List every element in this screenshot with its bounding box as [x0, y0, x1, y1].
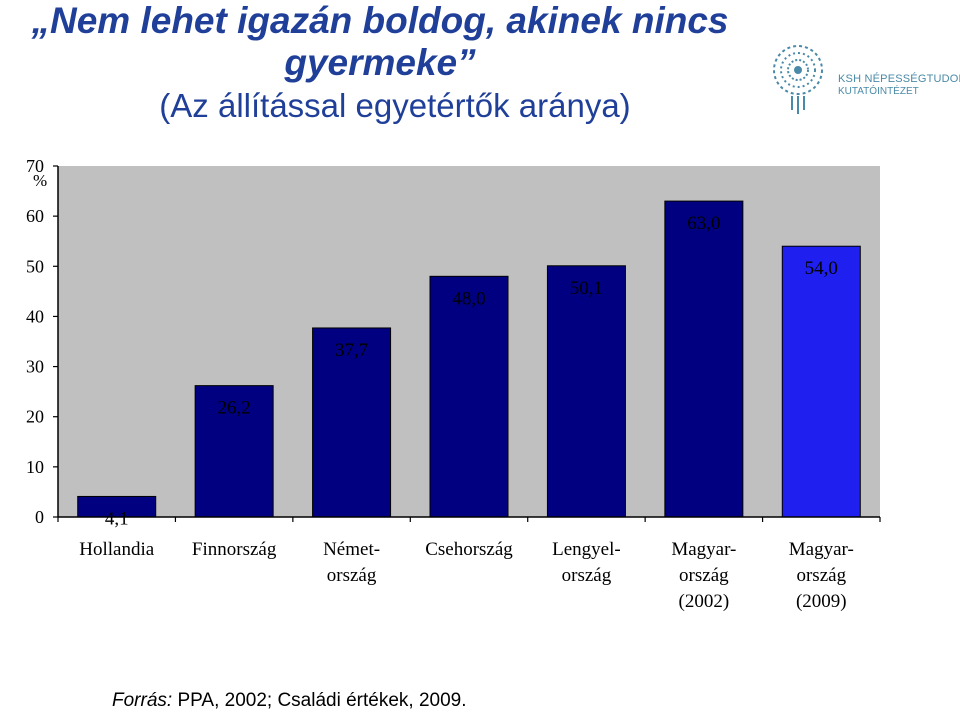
y-tick-label: 40	[26, 306, 44, 326]
axes-group	[53, 165, 881, 522]
data-label: 48,0	[452, 288, 485, 309]
logo-text-line-1: KSH NÉPESSÉGTUDOMÁNYI	[838, 73, 960, 85]
x-tick-label: ország	[327, 565, 377, 586]
institute-logo: KSH NÉPESSÉGTUDOMÁNYI KUTATÓINTÉZET	[768, 40, 960, 120]
labels-group: 0 10 20 30 40 50 60 70% 4,1 Hollandia 26,2 Finnorsz…	[26, 156, 854, 612]
x-tick-label: Német-	[323, 539, 380, 560]
x-tick-label: (2009)	[796, 591, 847, 612]
chart-subtitle: (Az állítással egyetértők aránya)	[159, 87, 631, 124]
bar	[664, 200, 744, 518]
x-tick-label: ország	[796, 565, 846, 586]
chart-title-text-2: gyermeke	[284, 42, 458, 83]
bars-group	[77, 200, 861, 518]
bar	[312, 327, 392, 518]
open-quote: „	[31, 0, 51, 41]
logo-text-line-2: KUTATÓINTÉZET	[838, 86, 919, 97]
x-tick-label: Magyar-	[789, 539, 854, 560]
x-tick-label: Csehország	[425, 539, 513, 560]
y-tick-label: 10	[26, 457, 44, 477]
data-label: 26,2	[218, 398, 251, 419]
y-tick-label: 0	[35, 507, 44, 527]
bar	[781, 245, 861, 518]
y-tick-label: 20	[26, 407, 44, 427]
x-tick-label: ország	[562, 565, 612, 586]
bar	[194, 385, 274, 518]
title-block: „Nem lehet igazán boldog, akinek nincs g…	[0, 0, 760, 126]
source-label: Forrás:	[112, 690, 173, 711]
bar	[546, 265, 626, 518]
close-quote: ”	[457, 42, 476, 83]
data-label: 54,0	[805, 258, 838, 279]
ksh-circular-logo-icon	[773, 45, 823, 114]
data-label: 50,1	[570, 278, 603, 299]
bar	[429, 275, 509, 518]
chart-title-text-1: Nem lehet igazán boldog, akinek nincs	[50, 0, 729, 41]
chart-title-line-1: „Nem lehet igazán boldog, akinek nincs	[0, 0, 760, 42]
x-tick-label: Lengyel-	[552, 539, 621, 560]
x-tick-label: (2002)	[679, 591, 730, 612]
source-note: Forrás: PPA, 2002; Családi értékek, 2009…	[112, 690, 467, 712]
y-tick-label: 50	[26, 256, 44, 276]
x-tick-label: ország	[679, 565, 729, 586]
source-text: PPA, 2002; Családi értékek, 2009.	[172, 690, 467, 711]
y-unit-label: %	[33, 171, 47, 190]
y-tick-label: 60	[26, 206, 44, 226]
data-label: 4,1	[105, 508, 129, 529]
data-label: 63,0	[687, 213, 720, 234]
x-tick-label: Hollandia	[79, 539, 154, 560]
x-tick-label: Finnország	[192, 539, 277, 560]
chart-title-line-2: gyermeke”	[0, 42, 760, 84]
data-label: 37,7	[335, 340, 368, 361]
y-tick-label: 70	[26, 156, 44, 176]
x-tick-label: Magyar-	[671, 539, 736, 560]
y-tick-label: 30	[26, 357, 44, 377]
